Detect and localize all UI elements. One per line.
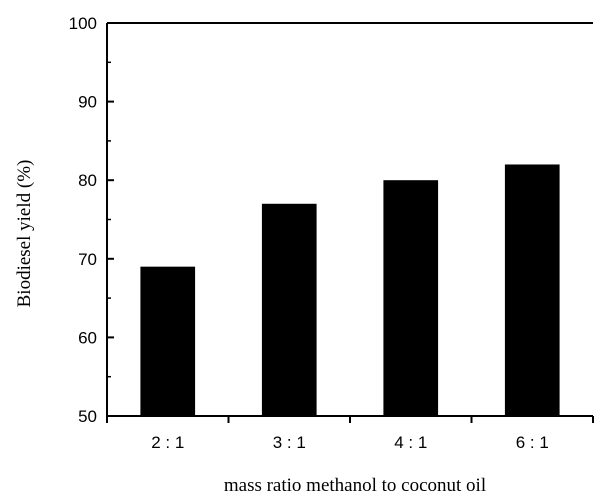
x-axis-ticks: 2 : 1 3 : 1 4 : 1 6 : 1 (106, 416, 594, 452)
x-tick-label: 4 : 1 (394, 433, 427, 452)
bar (383, 180, 439, 416)
y-tick-label: 90 (78, 93, 97, 112)
x-axis-title: mass ratio methanol to coconut oil (224, 475, 486, 496)
bars-group (140, 164, 560, 416)
bar (504, 164, 560, 416)
x-tick-label: 3 : 1 (273, 433, 306, 452)
x-tick-label: 6 : 1 (516, 433, 549, 452)
y-tick-label: 70 (78, 250, 97, 269)
y-axis-title: Biodiesel yield (%) (14, 160, 35, 308)
y-tick-label: 80 (78, 171, 97, 190)
bar (140, 266, 196, 416)
y-tick-label: 60 (78, 328, 97, 347)
bar (261, 203, 317, 416)
x-tick-label: 2 : 1 (151, 433, 184, 452)
y-tick-label: 50 (78, 407, 97, 426)
y-tick-label: 100 (69, 14, 97, 33)
y-axis-ticks: 50 60 70 80 90 100 (69, 14, 114, 426)
